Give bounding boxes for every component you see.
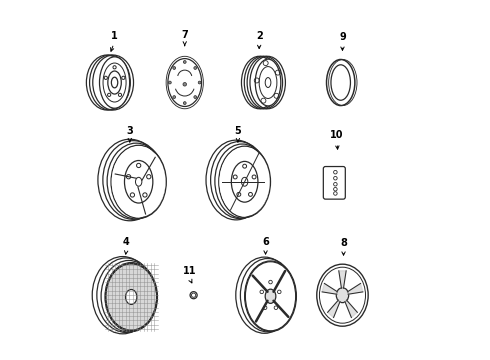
Polygon shape — [345, 300, 357, 318]
Text: 1: 1 — [110, 31, 117, 41]
Polygon shape — [339, 271, 346, 288]
Text: 6: 6 — [262, 237, 269, 247]
Text: 2: 2 — [256, 31, 263, 41]
Ellipse shape — [173, 67, 175, 69]
Ellipse shape — [168, 59, 201, 107]
Text: 9: 9 — [339, 32, 346, 42]
Text: 11: 11 — [183, 266, 197, 276]
Ellipse shape — [183, 60, 186, 63]
Text: 8: 8 — [340, 238, 347, 248]
FancyBboxPatch shape — [323, 167, 345, 199]
Ellipse shape — [112, 146, 166, 217]
Ellipse shape — [336, 288, 349, 303]
Ellipse shape — [106, 264, 157, 330]
Ellipse shape — [183, 82, 187, 86]
Ellipse shape — [194, 67, 196, 69]
Polygon shape — [328, 300, 340, 318]
Ellipse shape — [255, 59, 281, 106]
Ellipse shape — [108, 71, 122, 94]
Ellipse shape — [190, 292, 197, 299]
Text: 10: 10 — [330, 130, 344, 140]
Ellipse shape — [183, 102, 186, 104]
Ellipse shape — [99, 57, 130, 108]
Ellipse shape — [245, 262, 295, 331]
Ellipse shape — [220, 147, 270, 216]
Ellipse shape — [173, 96, 175, 99]
Text: 4: 4 — [123, 237, 130, 247]
Ellipse shape — [169, 81, 171, 84]
Text: 3: 3 — [126, 126, 133, 136]
Text: 5: 5 — [235, 126, 241, 136]
Ellipse shape — [125, 289, 137, 305]
Ellipse shape — [319, 267, 366, 323]
Ellipse shape — [194, 96, 196, 99]
Polygon shape — [322, 283, 338, 294]
Ellipse shape — [198, 81, 201, 84]
Polygon shape — [347, 283, 363, 294]
Text: 7: 7 — [181, 30, 188, 40]
Ellipse shape — [265, 289, 276, 303]
